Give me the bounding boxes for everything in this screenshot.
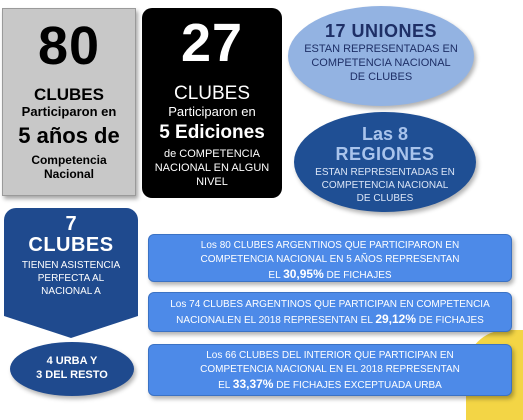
stat-number: 7 bbox=[65, 213, 77, 235]
ellipse-title: 17 UNIONES bbox=[324, 21, 438, 41]
bar-line-1: Los 66 CLUBES DEL INTERIOR QUE PARTICIPA… bbox=[206, 350, 454, 361]
percentage-value: 30,95% bbox=[283, 267, 324, 281]
bar-text: DE FICHAJES EXCEPTUADA URBA bbox=[273, 380, 442, 391]
ellipse-line-2: 3 DEL RESTO bbox=[36, 369, 108, 381]
stat-footer-2: Nacional bbox=[43, 167, 94, 181]
ellipse-17-uniones: 17 UNIONES ESTAN REPRESENTADAS EN COMPET… bbox=[288, 6, 474, 106]
percentage-value: 33,37% bbox=[232, 377, 274, 391]
ellipse-line-2: COMPETENCIA NACIONAL bbox=[321, 180, 449, 191]
stat-footer-1: Competencia bbox=[31, 153, 107, 167]
stat-line-3: NACIONAL A bbox=[41, 286, 101, 297]
bar-line-1: Los 74 CLUBES ARGENTINOS QUE PARTICIPAN … bbox=[170, 299, 490, 310]
bar-text: EL bbox=[268, 270, 284, 281]
info-bar-80-clubes: Los 80 CLUBES ARGENTINOS QUE PARTICIPARO… bbox=[148, 234, 512, 282]
ellipse-line-1: 4 URBA Y bbox=[46, 355, 98, 367]
bar-line-3: EL 33,37% DE FICHAJES EXCEPTUADA URBA bbox=[155, 377, 505, 393]
ellipse-8-regiones: Las 8 REGIONES ESTAN REPRESENTADAS EN CO… bbox=[294, 112, 476, 212]
stat-subtext: Participaron en bbox=[168, 104, 256, 119]
bar-text: NACIONALEN EL 2018 REPRESENTAN EL bbox=[176, 315, 376, 326]
stat-number: 27 bbox=[180, 13, 244, 73]
bar-line-3: EL 30,95% DE FICHAJES bbox=[155, 267, 505, 283]
bar-line-2: COMPETENCIA NACIONAL EN 5 AÑOS REPRESENT… bbox=[200, 254, 460, 265]
bar-text: DE FICHAJES bbox=[323, 270, 392, 281]
bar-line-1: Los 80 CLUBES ARGENTINOS QUE PARTICIPARO… bbox=[200, 240, 460, 251]
ellipse-title-2: REGIONES bbox=[335, 144, 435, 164]
info-bar-66-clubes: Los 66 CLUBES DEL INTERIOR QUE PARTICIPA… bbox=[148, 344, 512, 396]
ellipse-line-3: DE CLUBES bbox=[356, 193, 414, 204]
ellipse-line-3: DE CLUBES bbox=[349, 71, 413, 83]
stat-line-2: PERFECTA AL bbox=[37, 273, 105, 284]
stat-box-27-clubes: 27 CLUBES Participaron en 5 Ediciones de… bbox=[142, 8, 282, 198]
stat-number: 80 bbox=[37, 16, 101, 76]
stat-label: CLUBES bbox=[173, 83, 251, 104]
info-bar-74-clubes: Los 74 CLUBES ARGENTINOS QUE PARTICIPAN … bbox=[148, 292, 512, 332]
stat-line-1: TIENEN ASISTENCIA bbox=[21, 260, 121, 271]
ellipse-line-1: ESTAN REPRESENTADAS EN bbox=[315, 167, 455, 178]
stat-box-80-clubes: 80 CLUBES Participaron en 5 años de Comp… bbox=[2, 8, 136, 196]
stat-footer: de COMPETENCIA NACIONAL EN ALGUN NIVEL bbox=[154, 148, 270, 188]
arrow-down-icon bbox=[4, 316, 138, 338]
percentage-value: 29,12% bbox=[375, 312, 417, 326]
bar-text: DE FICHAJES bbox=[416, 315, 484, 326]
stat-highlight: 5 años de bbox=[18, 123, 120, 148]
ellipse-line-1: ESTAN REPRESENTADAS EN bbox=[304, 43, 458, 55]
bar-line-2: COMPETENCIA NACIONAL EN EL 2018 REPRESEN… bbox=[200, 364, 460, 375]
stat-highlight: 5 Ediciones bbox=[159, 122, 265, 143]
bar-text: EL bbox=[218, 380, 233, 391]
ellipse-line-2: COMPETENCIA NACIONAL bbox=[311, 57, 451, 69]
ellipse-title-1: Las 8 bbox=[361, 124, 409, 144]
stat-subtext: Participaron en bbox=[21, 104, 117, 119]
stat-box-7-clubes: 7 CLUBES TIENEN ASISTENCIA PERFECTA AL N… bbox=[4, 208, 138, 316]
bar-line-2: NACIONALEN EL 2018 REPRESENTAN EL 29,12%… bbox=[155, 312, 505, 328]
stat-label: CLUBES bbox=[34, 85, 104, 104]
ellipse-urba-resto: 4 URBA Y 3 DEL RESTO bbox=[10, 342, 134, 396]
stat-label: CLUBES bbox=[28, 234, 114, 256]
